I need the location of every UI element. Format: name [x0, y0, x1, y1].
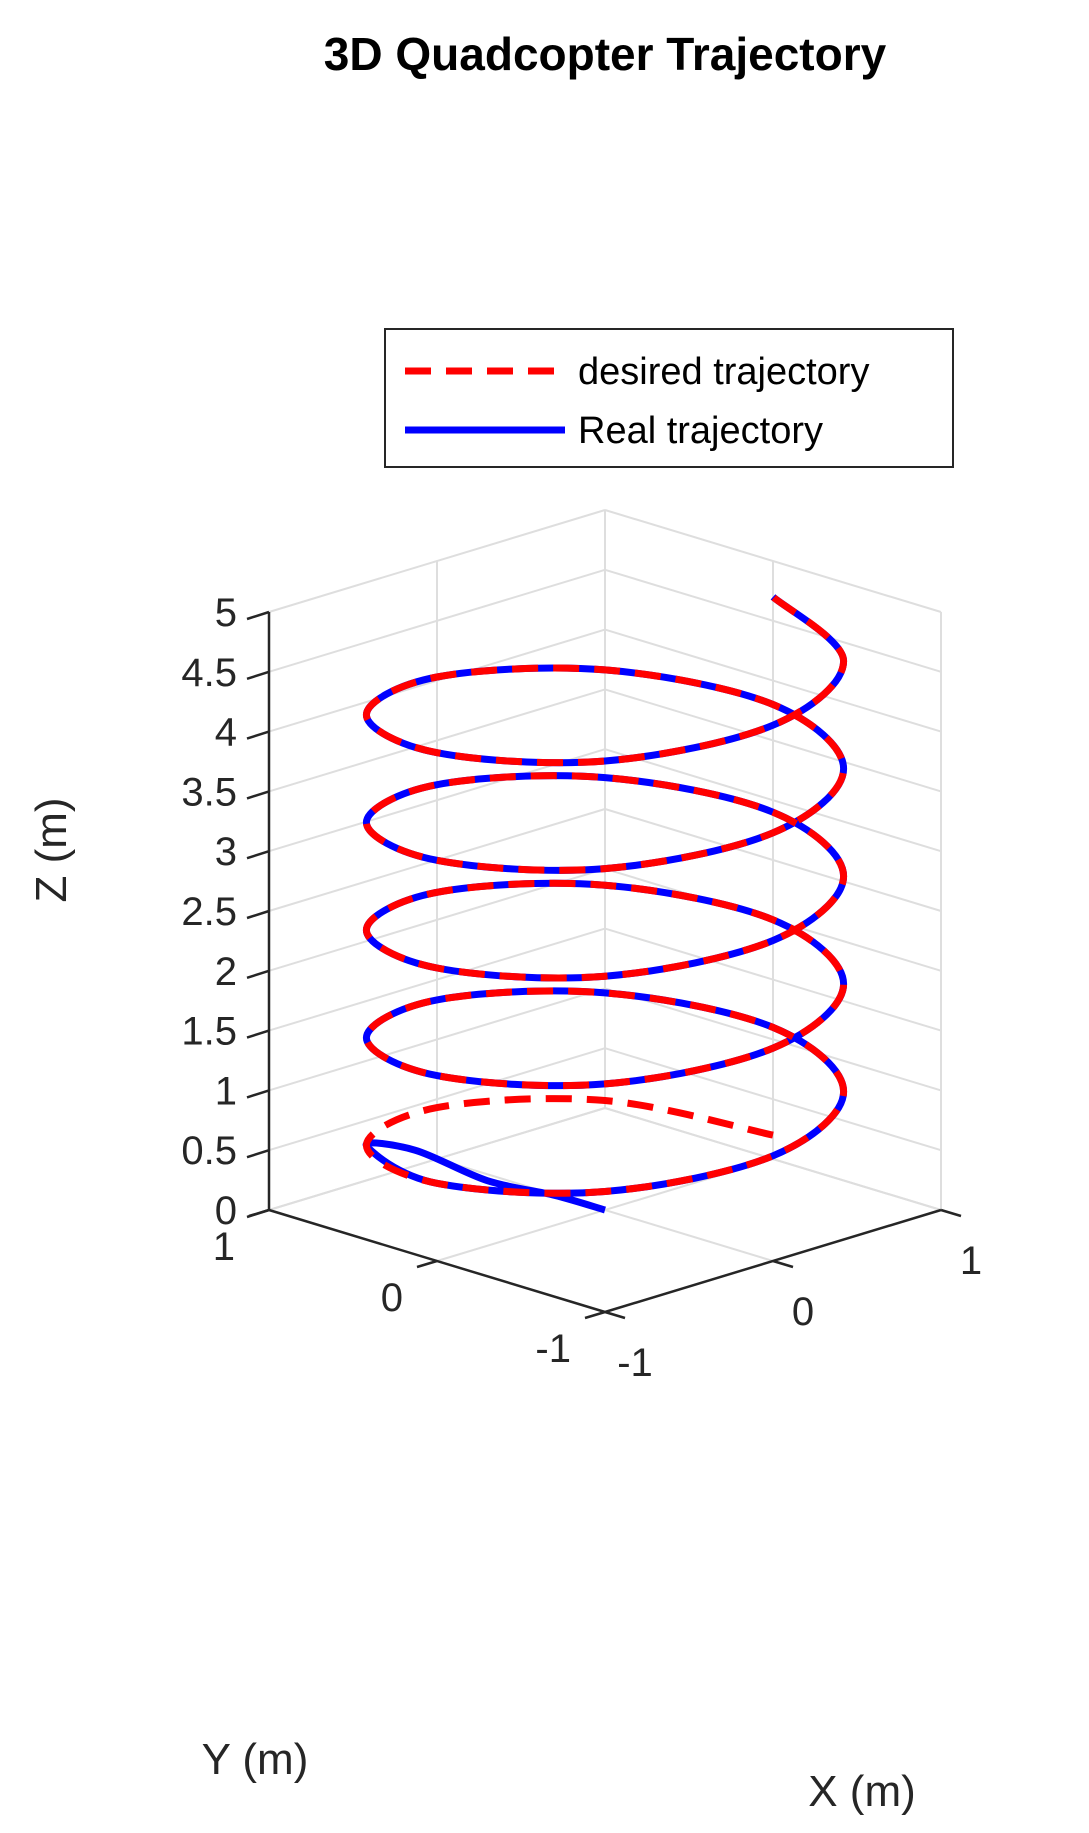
- z-tick-label: 1: [215, 1069, 237, 1113]
- x-tick: [940, 1208, 962, 1218]
- z-tick: [246, 790, 270, 800]
- tick-marks: [246, 610, 962, 1320]
- chart-title: 3D Quadcopter Trajectory: [324, 28, 887, 80]
- z-tick-label: 3: [215, 830, 237, 874]
- grid-line: [604, 628, 942, 733]
- grid-line: [268, 509, 606, 613]
- x-tick-label: 0: [792, 1290, 814, 1334]
- x-tick-label: -1: [617, 1341, 653, 1385]
- grid-line: [268, 688, 606, 793]
- z-tick-label: 4.5: [181, 651, 237, 695]
- z-tick: [246, 610, 270, 621]
- grid-line: [268, 748, 606, 853]
- grid-line: [604, 568, 942, 673]
- y-tick-label: 1: [213, 1225, 235, 1269]
- z-tick-label: 3.5: [181, 770, 237, 814]
- legend-box: [384, 328, 954, 468]
- x-tick: [772, 1259, 794, 1269]
- grid-line: [604, 748, 942, 853]
- x-tick: [604, 1310, 626, 1320]
- tick-labels: 00.511.522.533.544.55-101-101: [181, 591, 982, 1385]
- grid-line: [268, 927, 606, 1032]
- legend-label-desired: desired trajectory: [578, 351, 869, 393]
- z-tick-label: 5: [215, 591, 237, 635]
- x-axis-label: X (m): [808, 1767, 916, 1816]
- y-tick-label: -1: [535, 1327, 571, 1371]
- z-tick-label: 2.5: [181, 890, 237, 934]
- y-axis-label: Y (m): [202, 1735, 309, 1784]
- z-tick-label: 0.5: [181, 1129, 237, 1173]
- legend: desired trajectory Real trajectory: [384, 328, 954, 468]
- z-tick-label: 0: [215, 1189, 237, 1233]
- grid-line: [268, 568, 606, 673]
- z-tick-label: 2: [215, 950, 237, 994]
- z-tick: [246, 1029, 270, 1039]
- grid-line: [604, 1047, 942, 1152]
- z-tick-label: 4: [215, 711, 237, 755]
- z-tick-label: 1.5: [181, 1010, 237, 1054]
- grid-line: [604, 927, 942, 1032]
- y-tick: [584, 1310, 606, 1320]
- z-tick: [246, 1089, 270, 1099]
- z-tick: [246, 969, 270, 979]
- legend-label-real: Real trajectory: [578, 410, 823, 452]
- series-line-desired: [362, 594, 848, 1197]
- grid-line: [604, 808, 942, 912]
- grid-line: [268, 628, 606, 733]
- series-group: [362, 594, 848, 1214]
- z-tick: [246, 1149, 270, 1159]
- y-tick-label: 0: [381, 1276, 403, 1320]
- grid-line: [604, 688, 942, 793]
- z-axis-label: Z (m): [27, 797, 76, 902]
- x-tick-label: 1: [960, 1239, 982, 1283]
- grid-line: [268, 987, 606, 1092]
- grid-line: [604, 987, 942, 1092]
- y-tick: [248, 1208, 270, 1218]
- grid-line: [604, 509, 942, 613]
- y-tick: [416, 1259, 438, 1269]
- z-tick: [246, 850, 270, 860]
- z-tick: [246, 909, 270, 920]
- grid-line: [268, 1047, 606, 1152]
- z-tick: [246, 670, 270, 680]
- z-tick: [246, 730, 270, 740]
